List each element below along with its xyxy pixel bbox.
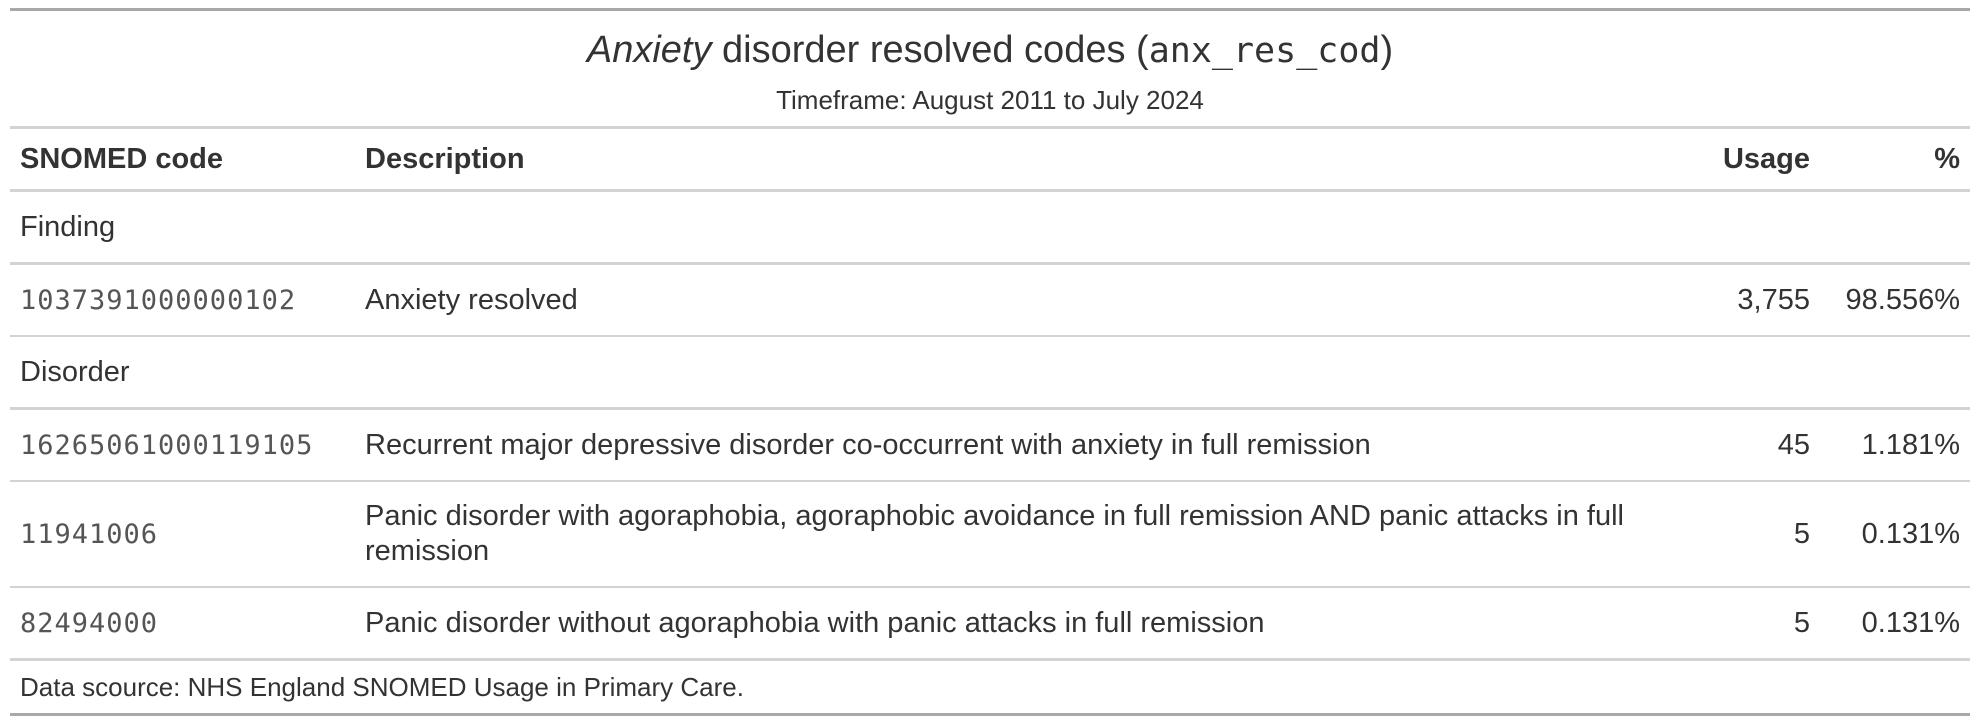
snomed-code-cell: 1037391000000102 bbox=[10, 263, 355, 337]
snomed-code-cell: 11941006 bbox=[10, 481, 355, 588]
source-note: Data scource: NHS England SNOMED Usage i… bbox=[10, 658, 1970, 713]
group-row-disorder: Disorder bbox=[10, 336, 1970, 410]
description-cell: Recurrent major depressive disorder co-o… bbox=[355, 408, 1640, 482]
header-usage: Usage bbox=[1640, 129, 1820, 192]
codes-table: SNOMED code Description Usage % Finding … bbox=[10, 129, 1970, 713]
snomed-code-cell: 82494000 bbox=[10, 587, 355, 661]
description-cell: Panic disorder without agoraphobia with … bbox=[355, 587, 1640, 661]
table-heading: Anxiety disorder resolved codes (anx_res… bbox=[10, 11, 1970, 129]
group-row-finding: Finding bbox=[10, 190, 1970, 265]
table-subtitle: Timeframe: August 2011 to July 2024 bbox=[776, 85, 1204, 115]
group-label: Finding bbox=[10, 190, 1970, 265]
group-label: Disorder bbox=[10, 336, 1970, 410]
usage-cell: 5 bbox=[1640, 481, 1820, 588]
title-middle: disorder resolved codes ( bbox=[711, 29, 1149, 71]
percent-cell: 1.181% bbox=[1820, 408, 1970, 482]
title-code: anx_res_cod bbox=[1148, 31, 1381, 71]
usage-cell: 3,755 bbox=[1640, 263, 1820, 337]
percent-cell: 98.556% bbox=[1820, 263, 1970, 337]
usage-cell: 5 bbox=[1640, 587, 1820, 661]
description-cell: Anxiety resolved bbox=[355, 263, 1640, 337]
header-snomed-code: SNOMED code bbox=[10, 129, 355, 192]
header-row: SNOMED code Description Usage % bbox=[10, 129, 1970, 192]
table-title: Anxiety disorder resolved codes (anx_res… bbox=[10, 25, 1970, 76]
table-row: 1037391000000102 Anxiety resolved 3,755 … bbox=[10, 263, 1970, 337]
table-row: 11941006 Panic disorder with agoraphobia… bbox=[10, 481, 1970, 588]
percent-cell: 0.131% bbox=[1820, 587, 1970, 661]
title-italic: Anxiety bbox=[586, 29, 712, 71]
percent-cell: 0.131% bbox=[1820, 481, 1970, 588]
footer-row: Data scource: NHS England SNOMED Usage i… bbox=[10, 658, 1970, 713]
snomed-code-cell: 16265061000119105 bbox=[10, 408, 355, 482]
header-percent: % bbox=[1820, 129, 1970, 192]
table-row: 82494000 Panic disorder without agorapho… bbox=[10, 587, 1970, 661]
header-description: Description bbox=[355, 129, 1640, 192]
usage-table: Anxiety disorder resolved codes (anx_res… bbox=[10, 8, 1970, 716]
usage-cell: 45 bbox=[1640, 408, 1820, 482]
title-end: ) bbox=[1380, 29, 1394, 71]
table-row: 16265061000119105 Recurrent major depres… bbox=[10, 408, 1970, 482]
description-cell: Panic disorder with agoraphobia, agoraph… bbox=[355, 481, 1640, 588]
